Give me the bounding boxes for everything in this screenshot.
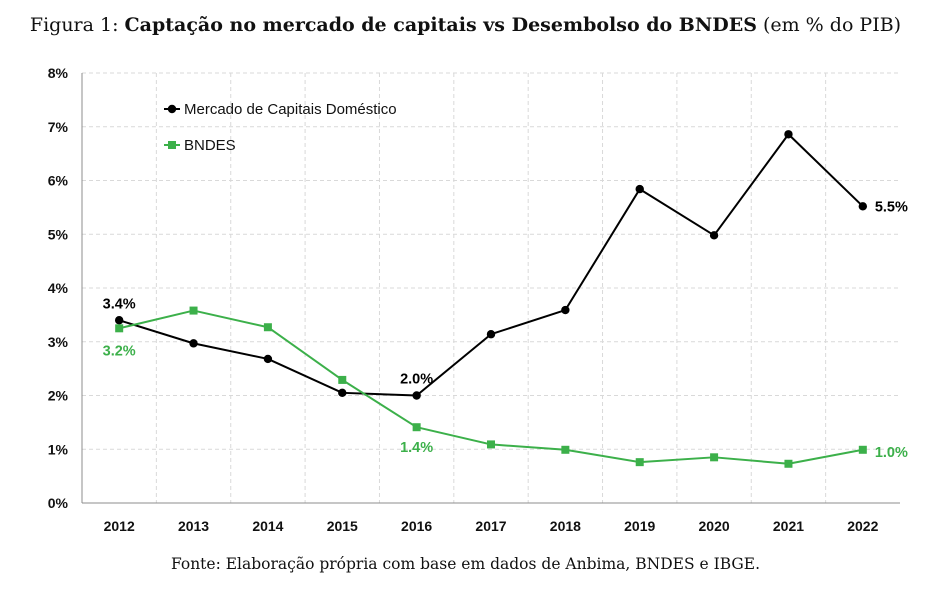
data-point: [115, 324, 124, 333]
data-point: [263, 354, 273, 364]
data-label: 2.0%: [400, 372, 433, 388]
data-point: [784, 130, 793, 139]
data-point: [412, 423, 421, 432]
data-point: [561, 305, 570, 315]
data-label: 5.5%: [875, 199, 908, 215]
x-tick-label: 2014: [252, 518, 283, 534]
data-point: [486, 330, 496, 339]
figure-caption: Figura 1: Captação no mercado de capitai…: [0, 14, 931, 36]
data-point: [858, 445, 867, 454]
y-tick-label: 5%: [48, 226, 69, 242]
y-tick-label: 4%: [48, 280, 69, 296]
data-point: [561, 445, 570, 454]
x-tick-label: 2012: [104, 518, 135, 534]
legend-marker: [167, 104, 177, 114]
data-point: [189, 339, 198, 348]
data-point: [710, 453, 719, 462]
x-tick-label: 2017: [475, 518, 506, 534]
data-point: [263, 323, 272, 332]
x-tick-label: 2021: [773, 518, 804, 534]
x-tick-label: 2013: [178, 518, 209, 534]
y-tick-label: 8%: [48, 65, 69, 81]
data-point: [635, 458, 644, 467]
y-tick-label: 6%: [48, 173, 69, 189]
x-tick-label: 2018: [550, 518, 581, 534]
y-tick-label: 2%: [48, 388, 69, 404]
y-tick-label: 7%: [48, 119, 69, 135]
data-label: 3.4%: [103, 296, 136, 312]
x-tick-label: 2020: [699, 518, 730, 534]
x-tick-label: 2016: [401, 518, 432, 534]
y-tick-label: 0%: [48, 495, 69, 511]
y-tick-label: 3%: [48, 334, 69, 350]
data-label: 1.4%: [400, 440, 433, 456]
legend-marker: [168, 141, 176, 149]
data-point: [635, 184, 644, 194]
data-point: [189, 306, 198, 315]
data-point: [784, 459, 793, 468]
chart-title: Captação no mercado de capitais vs Desem…: [124, 14, 757, 36]
x-tick-label: 2022: [847, 518, 878, 534]
data-point: [487, 440, 495, 449]
data-point: [412, 391, 421, 400]
data-label: 1.0%: [875, 445, 908, 461]
caption-prefix: Figura 1:: [29, 14, 119, 36]
data-point: [338, 388, 347, 398]
legend-label: BNDES: [184, 137, 236, 154]
data-point: [709, 231, 719, 240]
data-label: 3.2%: [103, 343, 136, 359]
caption-suffix: (em % do PIB): [762, 14, 902, 36]
data-point: [338, 375, 347, 384]
source-note: Fonte: Elaboração própria com base em da…: [170, 555, 761, 573]
data-point: [114, 316, 124, 325]
legend-label: Mercado de Capitais Doméstico: [184, 101, 397, 118]
x-tick-label: 2015: [327, 518, 358, 534]
y-tick-label: 1%: [48, 441, 69, 457]
data-point: [858, 202, 868, 211]
x-tick-label: 2019: [624, 518, 655, 534]
